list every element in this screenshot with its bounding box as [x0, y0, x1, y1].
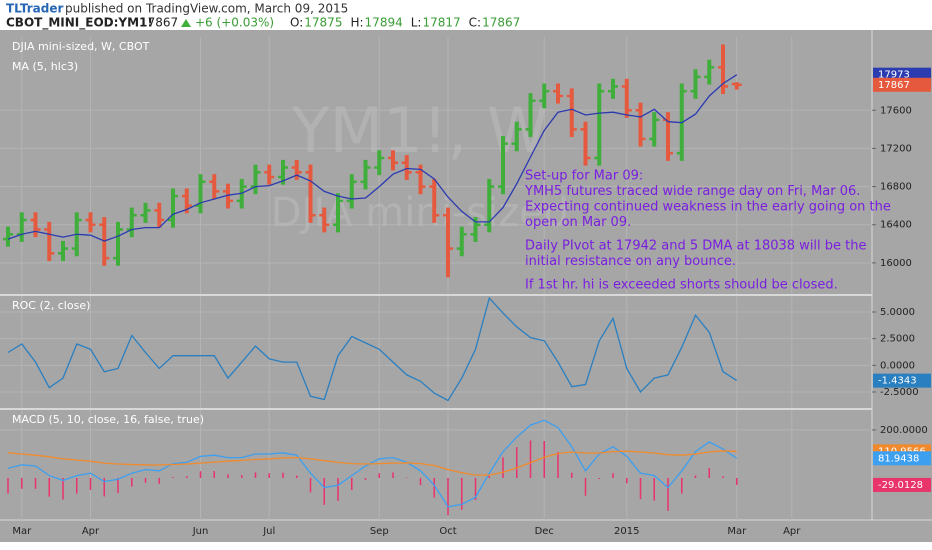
- ohlc-header: O: 17875 H: 17894 L: 17817 C: 17867: [290, 16, 520, 30]
- y-tick-label: -2.5000: [880, 387, 919, 398]
- ohlc-value: 17875: [304, 16, 342, 30]
- author[interactable]: TLTrader: [6, 2, 63, 16]
- x-tick-label: Oct: [439, 526, 456, 537]
- x-tick-label: Mar: [727, 526, 747, 537]
- series-line: [7, 419, 738, 508]
- y-tick-label: 16000: [880, 258, 912, 269]
- annotation: initial resistance on any bounce.: [525, 254, 736, 269]
- ohlc-value: 17867: [482, 16, 520, 30]
- x-tick-label: Apr: [783, 526, 801, 537]
- published: published on TradingView.com, March 09, …: [65, 2, 348, 16]
- ohlc-label: L:: [411, 16, 422, 30]
- x-tick-label: Jul: [262, 526, 275, 537]
- x-tick-label: Jun: [192, 526, 209, 537]
- pane-title: MACD (5, 10, close, 16, false, true): [12, 413, 204, 426]
- last-value-label: 17973: [878, 70, 910, 81]
- x-tick-label: 2015: [614, 526, 639, 537]
- pane-title: ROC (2, close): [12, 299, 90, 312]
- y-tick-label: 2.5000: [880, 334, 915, 345]
- annotation: YMH5 futures traced wide range day on Fr…: [524, 184, 860, 199]
- ohlc-label: H:: [350, 16, 363, 30]
- last-value-label: -1.4343: [878, 376, 917, 387]
- annotation: Daily PIvot at 17942 and 5 DMA at 18038 …: [525, 239, 867, 254]
- pane-title: DJIA mini-sized, W, CBOT: [12, 40, 150, 53]
- x-tick-label: Sep: [370, 526, 389, 537]
- last-value-box: [873, 477, 931, 492]
- ohlc-value: 17894: [365, 16, 403, 30]
- series-line: [7, 296, 738, 402]
- ohlc-label: C:: [469, 16, 481, 30]
- last-price: 17867: [140, 16, 178, 30]
- last-value-box: [873, 77, 931, 92]
- last-value-box: [873, 451, 931, 466]
- legend-entry: MA (5, hlc3): [12, 60, 78, 73]
- last-value-label: 81.9438: [878, 453, 919, 464]
- ohlc-label: O:: [290, 16, 303, 30]
- annotation: open on Mar 09.: [525, 215, 631, 230]
- y-tick-label: 200.0000: [880, 425, 928, 436]
- x-tick-label: Dec: [535, 526, 554, 537]
- last-value-label: 17867: [878, 80, 910, 91]
- change: +6 (+0.03%): [195, 16, 274, 30]
- y-tick-label: 0.0000: [880, 360, 915, 371]
- chart-bg: [0, 30, 932, 542]
- annotation: Expecting continued weakness in the earl…: [525, 200, 891, 215]
- series-line: [7, 450, 737, 476]
- watermark: DJIA mini-sized: [271, 190, 569, 236]
- up-arrow: [181, 19, 191, 27]
- last-value-box: [873, 373, 931, 388]
- annotation: If 1st hr. hi is exceeded shorts should …: [525, 278, 838, 293]
- y-tick-label: 17200: [880, 143, 912, 154]
- x-tick-label: Mar: [12, 526, 32, 537]
- annotation: Set-up for Mar 09:: [525, 169, 643, 184]
- last-value-label: -29.0128: [878, 480, 923, 491]
- x-tick-label: Apr: [82, 526, 100, 537]
- y-tick-label: 5.0000: [880, 307, 915, 318]
- y-tick-label: 17600: [880, 105, 912, 116]
- header-bg: [0, 0, 932, 30]
- y-tick-label: 16800: [880, 182, 912, 193]
- symbol: CBOT_MINI_EOD:YM1!: [6, 16, 153, 31]
- watermark: YM1!, W: [291, 94, 548, 167]
- series-line: [7, 74, 738, 242]
- y-tick-label: 16400: [880, 220, 912, 231]
- ohlc-value: 17817: [422, 16, 460, 30]
